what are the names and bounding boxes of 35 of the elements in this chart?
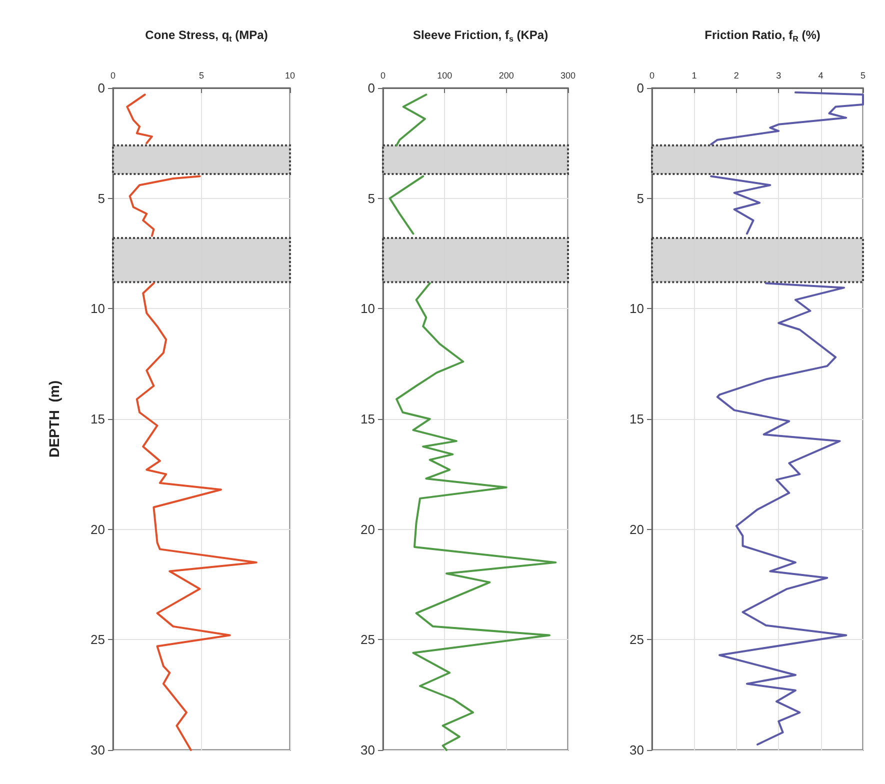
y-tick-label: 0 bbox=[636, 80, 644, 96]
x-tick-label: 300 bbox=[560, 70, 576, 80]
y-tick-label: 5 bbox=[98, 190, 105, 206]
x-tick-label: 3 bbox=[776, 70, 782, 80]
y-tick-label: 20 bbox=[630, 522, 644, 537]
y-tick-label: 15 bbox=[360, 412, 375, 426]
x-tick-label: 5 bbox=[860, 70, 866, 80]
x-tick-label: 10 bbox=[284, 70, 296, 80]
y-tick-label: 20 bbox=[90, 522, 105, 537]
y-tick-label: 20 bbox=[360, 522, 375, 537]
x-tick-label: 100 bbox=[437, 70, 452, 80]
y-tick-label: 0 bbox=[98, 80, 105, 96]
x-tick-label: 0 bbox=[380, 70, 386, 80]
y-tick-label: 25 bbox=[90, 632, 105, 648]
y-tick-label: 30 bbox=[360, 742, 375, 758]
y-tick-label: 10 bbox=[90, 301, 105, 316]
x-tick-label: 4 bbox=[818, 70, 824, 80]
y-tick-label: 0 bbox=[368, 80, 375, 96]
y-axis-title: DEPTH (m) bbox=[46, 380, 62, 458]
y-tick-label: 30 bbox=[90, 742, 105, 758]
y-tick-label: 5 bbox=[636, 190, 644, 206]
y-tick-label: 15 bbox=[90, 412, 105, 426]
y-tick-label: 25 bbox=[360, 632, 375, 648]
x-tick-label: 2 bbox=[734, 70, 739, 80]
x-tick-label: 0 bbox=[649, 70, 655, 80]
x-tick-label: 0 bbox=[110, 70, 116, 80]
y-tick-label: 25 bbox=[630, 632, 644, 648]
x-tick-label: 1 bbox=[692, 70, 697, 80]
x-tick-label: 200 bbox=[498, 70, 514, 80]
y-tick-label: 5 bbox=[368, 190, 375, 206]
y-tick-label: 10 bbox=[630, 301, 644, 316]
y-tick-label: 10 bbox=[360, 301, 375, 316]
x-tick-label: 5 bbox=[198, 70, 204, 80]
y-tick-label: 15 bbox=[630, 412, 644, 426]
y-tick-label: 30 bbox=[630, 742, 644, 758]
